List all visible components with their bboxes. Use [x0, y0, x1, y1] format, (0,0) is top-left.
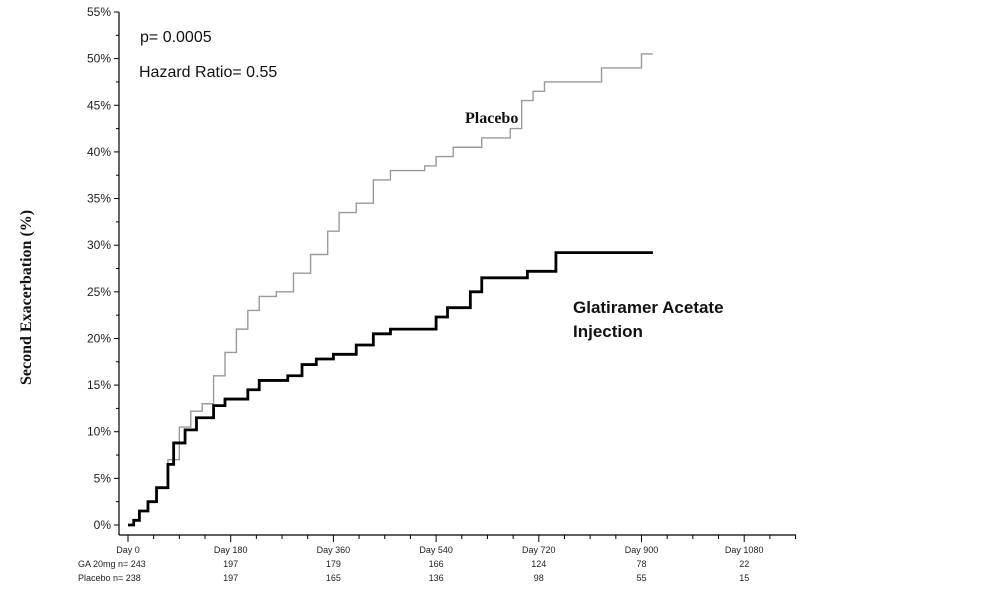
- x-ticks: Day 0 Day 180 Day 360 Day 540 Day 720 Day 900…: [116, 535, 797, 555]
- risk-count: 55: [636, 573, 646, 583]
- risk-count: 22: [739, 559, 749, 569]
- y-ticks: 0% 5% 10% 15% 20% 25% 30% 35% 40% 45% 50% 55%: [87, 5, 119, 532]
- risk-count: 136: [429, 573, 444, 583]
- p-value-annotation: p= 0.0005: [140, 29, 212, 46]
- risk-count: 165: [326, 573, 341, 583]
- axes: [118, 12, 796, 536]
- risk-count: 98: [534, 573, 544, 583]
- series-label-placebo: Placebo: [465, 110, 519, 127]
- placebo-series-line: [128, 53, 653, 526]
- risk-count: 197: [223, 573, 238, 583]
- y-tick-label: 45%: [87, 98, 111, 112]
- y-tick-label: 50%: [87, 52, 111, 66]
- y-tick-label: 0%: [94, 518, 112, 532]
- risk-count: 179: [326, 559, 341, 569]
- y-tick-label: 5%: [94, 471, 112, 485]
- y-tick-label: 25%: [87, 285, 111, 299]
- y-tick-label: 20%: [87, 331, 111, 345]
- risk-row-label: Placebo n= 238: [78, 573, 141, 583]
- x-tick-label: Day 900: [625, 545, 659, 555]
- series-label-glatiramer: Glatiramer Acetate Injection: [573, 298, 724, 341]
- x-tick-label: Day 540: [419, 545, 453, 555]
- y-tick-label: 30%: [87, 238, 111, 252]
- y-tick-label: 35%: [87, 192, 111, 206]
- x-tick-label: Day 1080: [725, 545, 764, 555]
- y-tick-label: 10%: [87, 425, 111, 439]
- x-tick-label: Day 180: [214, 545, 248, 555]
- y-tick-label: 40%: [87, 145, 111, 159]
- y-axis-label: Second Exacerbation (%): [18, 209, 35, 385]
- x-tick-label: Day 720: [522, 545, 556, 555]
- number-at-risk-table: GA 20mg n= 243 197 179 166 124 78 22 Placebo n=…: [78, 559, 749, 583]
- risk-row-label: GA 20mg n= 243: [78, 559, 146, 569]
- risk-count: 78: [636, 559, 646, 569]
- hazard-ratio-annotation: Hazard Ratio= 0.55: [139, 64, 278, 81]
- y-tick-label: 55%: [87, 5, 111, 19]
- glatiramer-series-line: [128, 251, 653, 527]
- x-tick-label: Day 360: [317, 545, 351, 555]
- risk-count: 197: [223, 559, 238, 569]
- risk-count: 15: [739, 573, 749, 583]
- x-tick-label: Day 0: [116, 545, 140, 555]
- risk-count: 166: [429, 559, 444, 569]
- risk-count: 124: [531, 559, 546, 569]
- series-layer: [128, 53, 653, 527]
- y-tick-label: 15%: [87, 378, 111, 392]
